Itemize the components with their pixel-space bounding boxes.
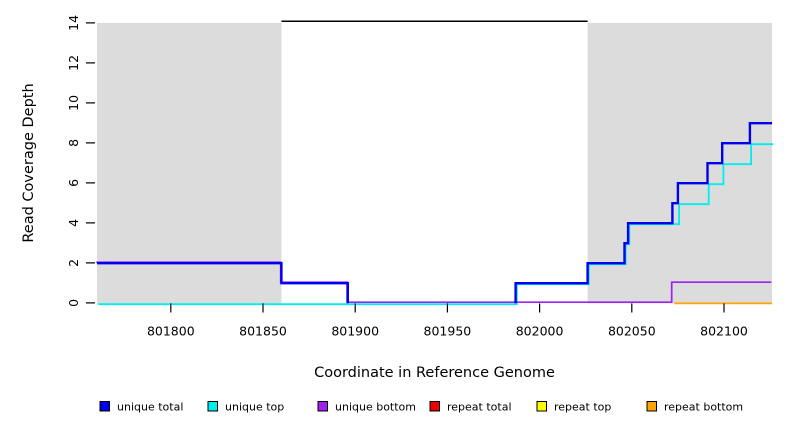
- x-tick-label: 802050: [608, 324, 656, 339]
- series-lines-layer: [96, 122, 774, 306]
- y-tick-label: 12: [66, 55, 81, 71]
- legend-item-label: unique top: [225, 401, 284, 414]
- legend-item: unique top: [207, 401, 284, 414]
- x-tick-label: 801950: [424, 324, 472, 339]
- repeat-total-swatch: [429, 401, 440, 412]
- repeat-region: [97, 22, 282, 304]
- repeat-top-swatch: [536, 401, 547, 412]
- legend-item-label: repeat bottom: [664, 401, 743, 414]
- x-tick-label: 801800: [147, 324, 195, 339]
- y-tick-label: 6: [66, 179, 81, 187]
- legend-item-label: repeat total: [447, 401, 512, 414]
- legend-item: unique bottom: [317, 401, 416, 414]
- x-axis: 801800 801850 801900 801950 802000 802050 8021…: [147, 303, 748, 339]
- x-tick-label: 801850: [239, 324, 287, 339]
- unique-bottom-swatch: [317, 401, 328, 412]
- unique-total-swatch: [99, 401, 110, 412]
- legend: unique total unique top unique bottom repea…: [99, 401, 743, 414]
- y-tick-label: 10: [66, 95, 81, 111]
- repeat-regions-layer: [97, 22, 772, 304]
- repeat-region: [587, 22, 772, 304]
- legend-item: repeat total: [429, 401, 512, 414]
- legend-item-label: unique bottom: [335, 401, 416, 414]
- unique-total-line: [97, 262, 349, 304]
- unique-total-line: [514, 122, 772, 304]
- unique-top-swatch: [207, 401, 218, 412]
- y-tick-label: 4: [66, 219, 81, 227]
- legend-item-label: unique total: [117, 401, 183, 414]
- y-tick-label: 2: [66, 259, 81, 267]
- x-axis-title: Coordinate in Reference Genome: [314, 365, 555, 381]
- legend-item: repeat top: [536, 401, 611, 414]
- repeat-bottom-swatch: [646, 401, 657, 412]
- legend-item-label: repeat top: [554, 401, 611, 414]
- legend-item: repeat bottom: [646, 401, 743, 414]
- y-tick-label: 8: [66, 139, 81, 147]
- x-tick-label: 802100: [700, 324, 748, 339]
- x-tick-label: 801900: [331, 324, 379, 339]
- x-tick-label: 802000: [516, 324, 564, 339]
- legend-item: unique total: [99, 401, 183, 414]
- y-axis-title: Read Coverage Depth: [21, 83, 37, 242]
- y-axis: 0 2 4 6 8 10 12 14: [66, 15, 95, 307]
- y-tick-label: 0: [66, 299, 81, 307]
- y-tick-label: 14: [66, 15, 81, 31]
